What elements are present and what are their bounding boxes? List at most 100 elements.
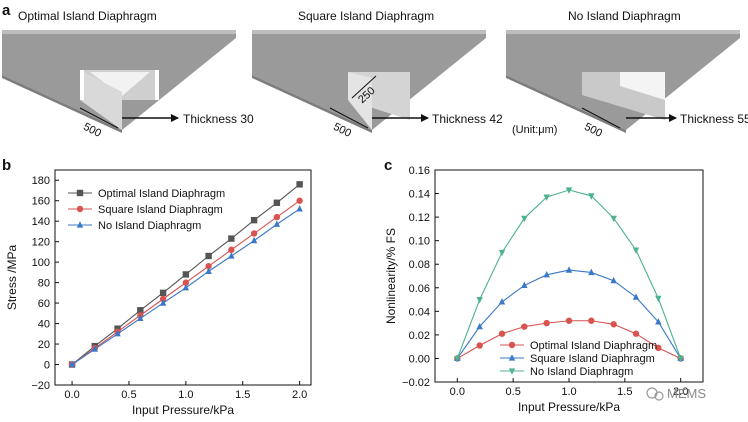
cavity-wall-back: [620, 72, 665, 100]
slot-right: [155, 70, 159, 100]
data-point: [250, 216, 258, 224]
dimension-label: 500: [331, 121, 353, 140]
x-tick-label: 0.5: [506, 386, 521, 398]
data-point: [610, 276, 617, 284]
y-tick-label: 0.10: [409, 236, 430, 248]
data-point: [159, 299, 167, 306]
data-point: [543, 319, 550, 327]
data-point: [498, 298, 506, 305]
data-point: [182, 283, 190, 291]
diagram-square-island: Square Island Diaphragm 250 Thickness 42…: [252, 9, 503, 140]
diaphragm-front-edge: [2, 75, 122, 133]
data-point: [137, 307, 144, 314]
diaphragm-edge: [252, 30, 486, 34]
data-point: [588, 193, 595, 200]
dimension-line: [79, 107, 119, 129]
x-tick-label: 1.0: [178, 389, 193, 401]
legend-marker: [76, 221, 84, 228]
data-point: [296, 197, 303, 204]
island-dimension-line: [351, 75, 377, 99]
data-point: [159, 289, 167, 297]
data-point: [182, 279, 190, 286]
y-tick-label: 0.00: [409, 353, 430, 365]
data-point: [655, 295, 662, 303]
y-tick-label: 0.06: [409, 283, 430, 295]
data-point: [137, 314, 144, 322]
y-tick-label: 0.02: [409, 330, 430, 342]
data-point: [228, 246, 235, 254]
y-tick-label: 40: [38, 319, 50, 331]
data-point: [159, 295, 167, 303]
data-point: [250, 236, 258, 244]
data-point: [454, 355, 461, 363]
data-point: [273, 213, 281, 221]
watermark: MEMS: [646, 386, 706, 401]
data-point: [114, 330, 121, 337]
y-tick-label: 0.16: [409, 165, 430, 177]
data-point: [565, 266, 573, 273]
x-tick-label: 1.0: [561, 386, 576, 398]
data-point: [588, 268, 595, 276]
legend-marker: [508, 341, 516, 349]
data-point: [632, 330, 640, 337]
y-axis-label: Nonlinearity/% FS: [384, 228, 398, 324]
diagram-title-square: Square Island Diaphragm: [298, 9, 434, 23]
y-tick-label: 0.14: [409, 189, 430, 201]
y-tick-label: 100: [32, 257, 50, 269]
x-tick-label: 0.0: [64, 389, 79, 401]
data-point: [543, 271, 550, 278]
x-tick-label: 1.5: [617, 386, 632, 398]
data-point: [205, 263, 212, 270]
panel-letter-b: b: [2, 157, 11, 174]
data-point: [228, 252, 235, 259]
slot-left: [80, 70, 84, 100]
legend-label: No Island Diaphragm: [98, 220, 201, 232]
plot-frame: [54, 169, 312, 386]
y-tick-label: 0.08: [409, 259, 430, 271]
diagram-title-no-island: No Island Diaphragm: [568, 9, 681, 23]
data-point: [521, 215, 528, 223]
data-point: [498, 249, 506, 257]
thickness-label: Thickness 55: [680, 112, 748, 126]
y-tick-label: 20: [38, 339, 50, 351]
wechat-icon-secondary: [654, 391, 664, 401]
x-tick-label: 0.0: [450, 386, 465, 398]
diagram-title-optimal: Optimal Island Diaphragm: [18, 9, 157, 23]
cavity-wall-left: [80, 70, 122, 130]
diagram-optimal-island: Optimal Island Diaphragm Thickness 30 50…: [2, 9, 254, 140]
legend-label: Square Island Diaphragm: [98, 204, 223, 216]
data-point: [91, 345, 99, 352]
data-point: [476, 296, 483, 304]
y-tick-label: 140: [32, 216, 50, 228]
data-point: [677, 355, 684, 363]
data-point: [655, 344, 662, 352]
legend-label: No Island Diaphragm: [530, 366, 633, 378]
panel-letter-c: c: [384, 157, 392, 174]
legend-label: Optimal Island Diaphragm: [98, 188, 225, 200]
data-point: [632, 293, 640, 300]
island-center: [90, 72, 150, 96]
data-point: [205, 252, 212, 260]
legend-marker: [76, 205, 84, 213]
y-tick-label: 160: [32, 196, 50, 208]
legend-marker: [508, 354, 516, 361]
data-point: [273, 220, 281, 227]
data-point: [565, 187, 573, 194]
dimension-line: [581, 107, 621, 129]
x-axis-label: Input Pressure/kPa: [132, 403, 234, 417]
data-point: [296, 205, 303, 212]
data-point: [68, 360, 76, 368]
data-point: [655, 318, 662, 325]
data-point: [476, 322, 483, 330]
x-axis-label: Input Pressure/kPa: [518, 400, 620, 414]
data-point: [498, 330, 506, 337]
data-point: [228, 235, 235, 242]
data-point: [610, 321, 617, 328]
y-tick-label: 180: [32, 175, 50, 187]
data-point: [205, 267, 212, 274]
data-point: [521, 323, 528, 330]
y-axis-label: Stress /MPa: [5, 245, 19, 311]
x-tick-label: 1.5: [235, 389, 250, 401]
data-point: [250, 230, 258, 237]
x-tick-label: 2.0: [673, 386, 688, 398]
